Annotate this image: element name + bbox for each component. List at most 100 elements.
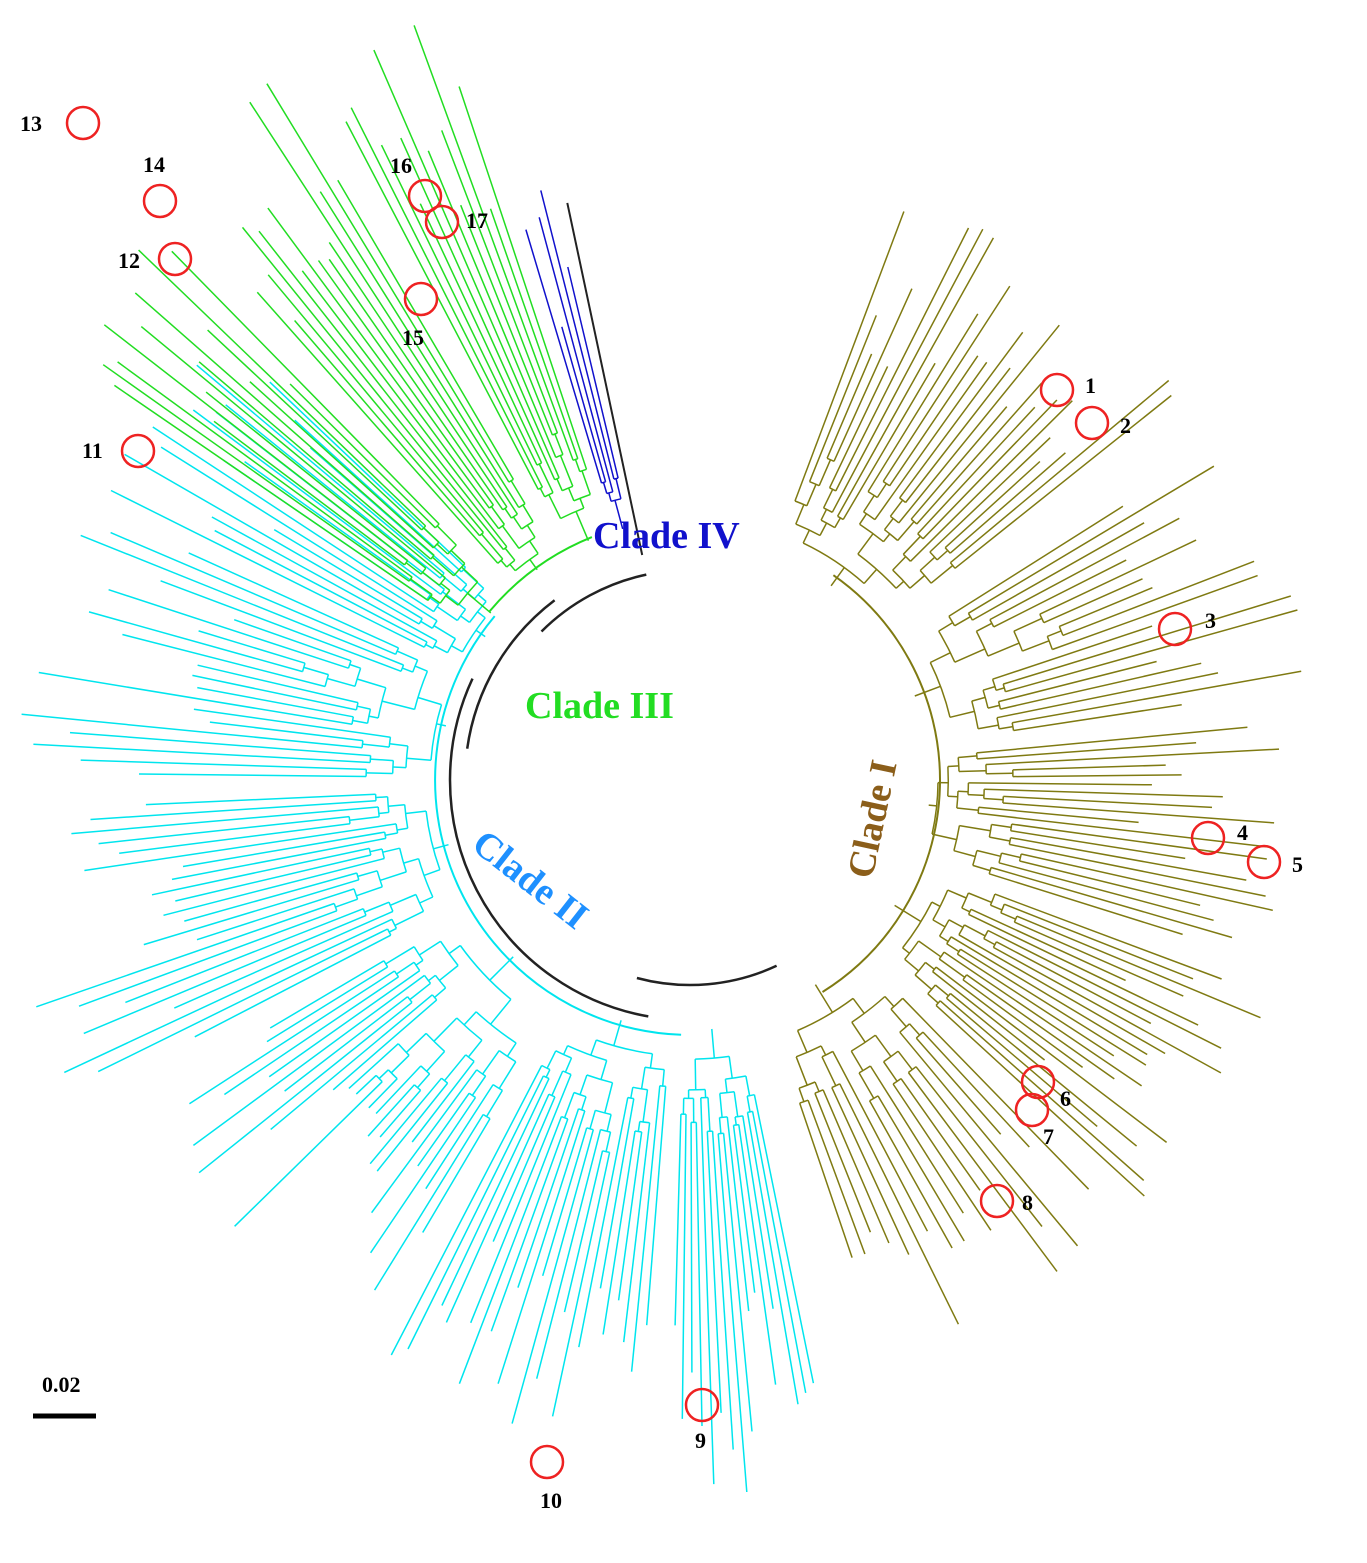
internal-branch	[958, 769, 987, 773]
node-arc	[892, 1077, 902, 1085]
leaf-branch	[301, 270, 500, 530]
internal-branch	[982, 685, 996, 691]
internal-branch	[820, 508, 828, 521]
leaf-branch	[197, 686, 354, 718]
leaf-branch	[994, 893, 1222, 980]
internal-branch	[574, 459, 581, 472]
node-arc	[957, 757, 960, 772]
marker-label: 5	[1292, 852, 1303, 877]
node-arc	[863, 511, 876, 521]
internal-branch	[506, 1042, 517, 1057]
internal-branch	[419, 896, 434, 904]
marker-circle	[142, 183, 178, 219]
leaf-branch	[143, 879, 360, 946]
node-arc	[869, 1095, 879, 1102]
node-arc	[391, 918, 398, 929]
leaf-branch	[892, 1083, 992, 1231]
leaf-branch	[753, 1094, 815, 1384]
node-arc	[405, 745, 409, 768]
node-arc	[573, 493, 591, 502]
internal-branch	[894, 904, 922, 923]
leaf-branch	[1062, 560, 1255, 637]
node-arc	[904, 940, 920, 960]
leaf-branch	[368, 1078, 398, 1109]
leaf-branch	[541, 1127, 588, 1277]
internal-branch	[556, 478, 563, 492]
marker-circle	[1190, 820, 1226, 856]
node-arc	[919, 569, 932, 584]
leaf-branch	[21, 713, 363, 749]
node-arc	[982, 689, 989, 709]
internal-branch	[1013, 617, 1043, 632]
leaf-branch	[267, 274, 484, 533]
backbone-arc-ii	[448, 678, 649, 1018]
leaf-branch	[899, 1031, 1079, 1247]
internal-branch	[637, 1121, 641, 1132]
internal-branch	[490, 506, 506, 525]
leaf-branch	[751, 1111, 807, 1394]
leaf-branch	[407, 1075, 545, 1350]
internal-branch	[326, 677, 356, 688]
node-arc	[413, 670, 429, 710]
internal-branch	[857, 533, 874, 555]
leaf-branch	[1005, 609, 1298, 693]
leaf-branch	[1019, 860, 1201, 907]
leaf-branch	[1043, 578, 1143, 624]
internal-branch	[959, 824, 991, 832]
leaf-branch	[1014, 921, 1184, 997]
internal-branch	[904, 958, 920, 972]
node-arc	[601, 481, 606, 484]
leaf-branch	[867, 313, 979, 492]
internal-branch	[972, 864, 991, 872]
leaf-branch	[869, 1065, 964, 1214]
leaf-branch	[996, 941, 1152, 1025]
node-arc	[415, 894, 425, 912]
leaf-branch	[289, 383, 436, 529]
leaf-branch	[511, 1129, 595, 1424]
leaf-branch	[460, 204, 554, 436]
leaf-branch	[1012, 670, 1302, 724]
clade-i-arc	[821, 574, 941, 993]
leaf-branch	[373, 49, 560, 479]
internal-branch	[977, 724, 999, 730]
internal-branch	[976, 849, 1001, 858]
node-arc	[882, 480, 891, 487]
leaf-branch	[188, 970, 395, 1105]
internal-branch	[707, 1097, 711, 1132]
leaf-branch	[497, 1110, 586, 1384]
internal-branch	[1047, 630, 1062, 638]
internal-branch	[630, 1087, 634, 1099]
node-arc	[967, 612, 974, 621]
internal-branch	[405, 1032, 427, 1053]
leaf-branch	[350, 107, 544, 488]
node-arc	[719, 1090, 735, 1095]
node-arc	[361, 740, 364, 748]
marker-circle	[65, 105, 101, 141]
leaf-branch	[134, 292, 435, 556]
marker-label: 17	[466, 208, 488, 233]
node-arc	[972, 850, 978, 866]
internal-branch	[434, 987, 447, 998]
internal-branch	[902, 535, 921, 555]
marker-label: 9	[695, 1428, 706, 1453]
node-arc	[514, 552, 539, 572]
internal-branch	[539, 487, 546, 498]
node-arc	[1011, 722, 1015, 731]
leaf-branch	[535, 1129, 602, 1379]
leaf-branch	[833, 288, 913, 462]
internal-branch	[939, 935, 949, 943]
node-arc	[797, 997, 854, 1032]
leaf-branch	[197, 664, 359, 704]
node-arc	[381, 848, 386, 859]
leaf-branch	[868, 1100, 953, 1249]
node-arc	[961, 892, 970, 909]
node-arc	[627, 1096, 634, 1100]
internal-branch	[461, 566, 479, 583]
leaf-branch	[948, 505, 1124, 617]
leaf-branch	[373, 1114, 484, 1291]
node-arc	[802, 542, 865, 585]
leaf-branch	[1010, 836, 1247, 881]
internal-branch	[471, 1075, 487, 1096]
leaf-branch	[1052, 574, 1258, 651]
